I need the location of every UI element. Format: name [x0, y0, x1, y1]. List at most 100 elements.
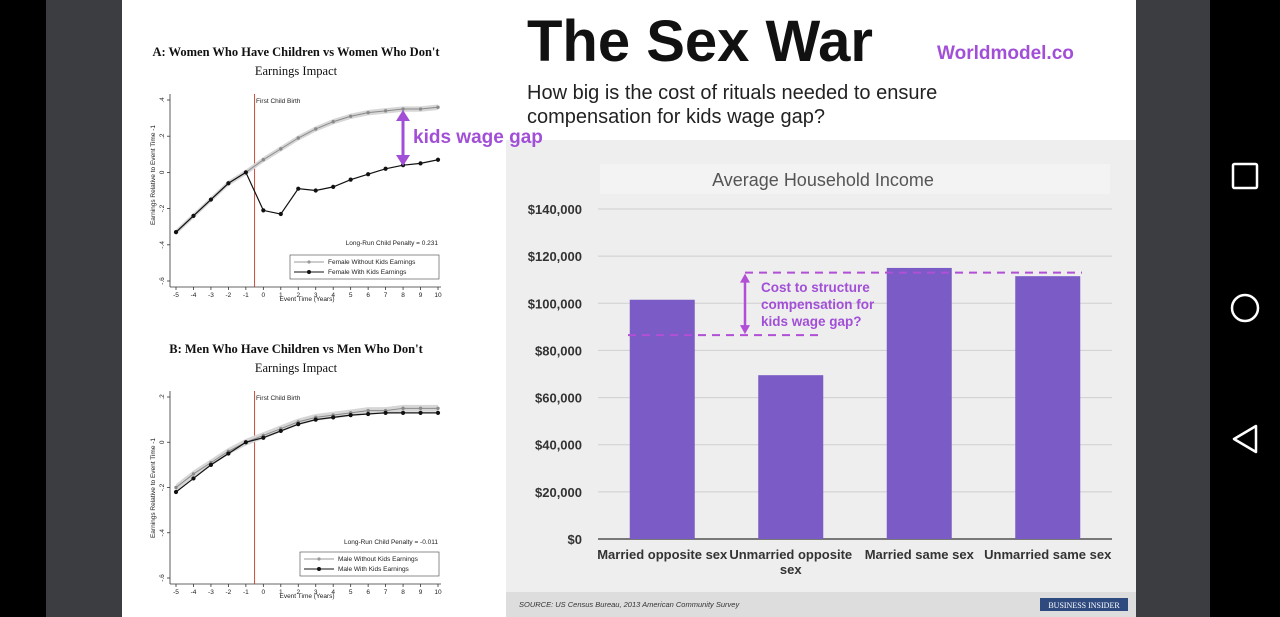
panel-b-x-tick-label: 10: [434, 589, 442, 596]
bar-category-label: Unmarried same sex: [984, 547, 1112, 562]
bar-category-label: Married same sex: [865, 547, 975, 562]
bar-y-tick-label: $60,000: [535, 391, 582, 406]
panel-b-y-tick-label: 0: [159, 440, 166, 444]
panel-a-title: A: Women Who Have Children vs Women Who …: [152, 45, 440, 59]
cost-annotation-line3: kids wage gap?: [761, 314, 862, 329]
source-footer: [506, 592, 1136, 617]
bar-category-label: Married opposite sex: [597, 547, 728, 562]
home-button[interactable]: [1230, 293, 1260, 323]
panel-a-x-tick-label: 3: [314, 292, 318, 299]
household-income-bar-chart: $0 $20,000 $40,000 $60,000 $80,000 $100,000 $1…: [528, 202, 1112, 577]
panel-a-x-tick-label: 0: [262, 292, 266, 299]
panel-b-y-tick-label: -.4: [159, 529, 166, 537]
bar-y-tick-label: $80,000: [535, 343, 582, 358]
panel-a-series-point-1: [296, 136, 300, 140]
panel-b-x-tick-label: -4: [191, 589, 197, 596]
panel-a-series-point-2: [435, 157, 441, 162]
panel-a-x-tick-label: 6: [366, 292, 370, 299]
back-button[interactable]: [1232, 424, 1258, 454]
panel-a-series-point-1: [383, 109, 388, 113]
panel-b-legend-marker-1: [317, 557, 321, 561]
panel-a-penalty: Long-Run Child Penalty = 0.231: [346, 240, 439, 247]
panel-a-ylabel: Earnings Relative to Event Time -1: [150, 125, 157, 225]
bar: [886, 267, 952, 539]
panel-a-x-tick-label: 9: [419, 292, 423, 299]
bar: [758, 375, 824, 539]
panel-a-series-point-1: [401, 107, 405, 111]
panel-a-y-tick-label: .4: [159, 97, 166, 103]
panel-b-x-tick-label: 9: [419, 589, 423, 596]
panel-b-series-point-2: [331, 415, 336, 420]
panel-b-series-point-1: [366, 408, 370, 413]
panel-b-series-point-1: [418, 406, 423, 411]
panel-b-xlabel: Event Time (Years): [279, 593, 334, 600]
panel-a-y-tick-label: -.2: [159, 204, 166, 212]
panel-b-series-point-2: [435, 410, 441, 415]
panel-a-legend: [289, 254, 440, 280]
cost-annotation-line1: Cost to structure: [761, 280, 870, 295]
panel-b-x-tick-label: 1: [279, 589, 283, 596]
panel-a-x-tick-label: -5: [173, 292, 179, 299]
panel-a-series-point-2: [331, 184, 336, 189]
panel-b-series-point-2: [400, 410, 406, 415]
panel-a-series-point-2: [191, 213, 196, 218]
panel-b-x-tick-label: -2: [226, 589, 232, 596]
recent-apps-button[interactable]: [1231, 162, 1259, 190]
panel-a-series-point-2: [173, 230, 179, 235]
panel-b-title: B: Men Who Have Children vs Men Who Don'…: [169, 342, 423, 356]
panel-b-y-tick-label: -.6: [159, 574, 166, 582]
panel-b-legend-marker-2: [317, 567, 321, 571]
panel-a-x-tick-label: 1: [279, 292, 283, 299]
panel-a-chart: .4 .2 0 -.2 -.4 -.6 -5 -4 -3 -2 -1 0 1 2 3 4 5 6 7 8 9 10: [159, 94, 442, 299]
bar-y-tick-label: $20,000: [535, 485, 582, 500]
panel-a-x-tick-label: -2: [226, 292, 232, 299]
panel-b-series-point-2: [296, 422, 301, 427]
panel-a-y-tick-label: -.4: [159, 241, 166, 249]
panel-b-ylabel: Earnings Relative to Event Time -1: [150, 438, 157, 538]
panel-a-y-tick-label: .2: [159, 133, 166, 139]
slide-title: The Sex War: [527, 9, 873, 74]
panel-a-legend-label-2: Female With Kids Earnings: [328, 269, 407, 276]
cost-arrow-head-up: [740, 273, 750, 283]
panel-b-x-tick-label: 8: [401, 589, 405, 596]
panel-a-series-point-2: [208, 197, 214, 202]
panel-a-x-tick-label: 5: [349, 292, 353, 299]
panel-a-subtitle: Earnings Impact: [255, 64, 338, 78]
panel-a-series-point-2: [278, 211, 283, 217]
bar-y-tick-label: $120,000: [528, 249, 582, 264]
panel-b-series-line-1: [175, 407, 438, 488]
panel-a-series-point-2: [383, 166, 388, 171]
panel-b-legend: [299, 551, 440, 577]
panel-b-series-point-2: [383, 410, 388, 415]
panel-b-series-point-1: [191, 472, 196, 476]
panel-a-series-line-2: [175, 159, 439, 233]
panel-b-subtitle: Earnings Impact: [255, 361, 338, 375]
bar: [629, 299, 695, 539]
panel-a-series-point-1: [279, 147, 283, 151]
panel-b-x-tick-label: -5: [173, 589, 179, 596]
bar-chart-title-box: [600, 164, 1110, 194]
panel-a-x-tick-label: -3: [208, 292, 214, 299]
panel-a-series-point-2: [313, 188, 318, 193]
panel-b-series-point-2: [191, 476, 196, 481]
panel-b-x-tick-label: 5: [349, 589, 353, 596]
panel-b-penalty: Long-Run Child Penalty = -0.011: [344, 539, 438, 546]
bar-chart-title: Average Household Income: [712, 170, 934, 190]
panel-a-series-point-1: [436, 105, 440, 109]
panel-b-legend-label-1: Male Without Kids Earnings: [338, 556, 419, 563]
panel-b-series-point-1: [401, 406, 405, 411]
panel-a-x-tick-label: 2: [296, 292, 300, 299]
panel-a-legend-marker-2: [307, 270, 311, 274]
bar-y-tick-label: $0: [568, 532, 582, 547]
panel-b-series-point-2: [208, 462, 214, 467]
panel-a-x-tick-label: 8: [401, 292, 405, 299]
cost-annotation-line2: compensation for: [761, 297, 875, 312]
panel-b-x-tick-label: 7: [384, 589, 388, 596]
panel-b-series-point-2: [418, 410, 423, 415]
panel-b-series-point-2: [226, 451, 231, 456]
panel-b-series-point-2: [243, 440, 248, 445]
panel-b-series-point-2: [278, 428, 283, 434]
bar: [1015, 276, 1081, 539]
panel-b-x-tick-label: 2: [296, 589, 300, 596]
